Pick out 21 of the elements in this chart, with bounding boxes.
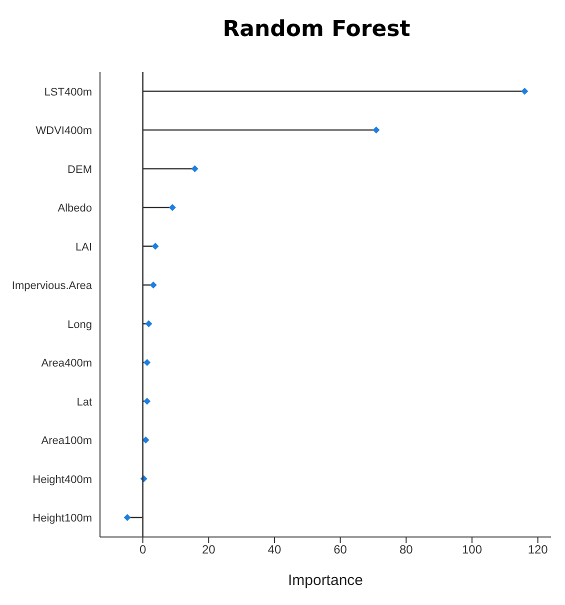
x-tick-label: 100 [462, 542, 482, 557]
y-tick-label: Height400m [32, 474, 92, 486]
x-tick-label: 0 [139, 542, 146, 557]
chart-title: Random Forest [222, 16, 412, 44]
y-tick-label: Area400m [41, 358, 92, 370]
x-axis-title: Importance [288, 572, 364, 589]
x-tick-label: 20 [202, 542, 216, 557]
x-tick-label: 120 [528, 542, 548, 557]
y-tick-label: LST400m [44, 86, 92, 98]
y-tick-label: WDVI400m [36, 125, 92, 138]
y-tick-label: Height100m [32, 512, 92, 525]
x-tick-label: 40 [268, 542, 282, 557]
y-tick-label: Long [68, 318, 92, 331]
y-tick-label: DEM [68, 164, 92, 176]
y-tick-label: Lat [76, 396, 92, 408]
y-tick-label: Area100m [41, 435, 92, 448]
y-tick-label: Impervious.Area [12, 280, 93, 292]
y-tick-label: LAI [75, 241, 92, 254]
x-tick-label: 80 [399, 542, 414, 557]
x-tick-label: 60 [334, 542, 348, 557]
y-tick-label: Albedo [58, 202, 92, 215]
